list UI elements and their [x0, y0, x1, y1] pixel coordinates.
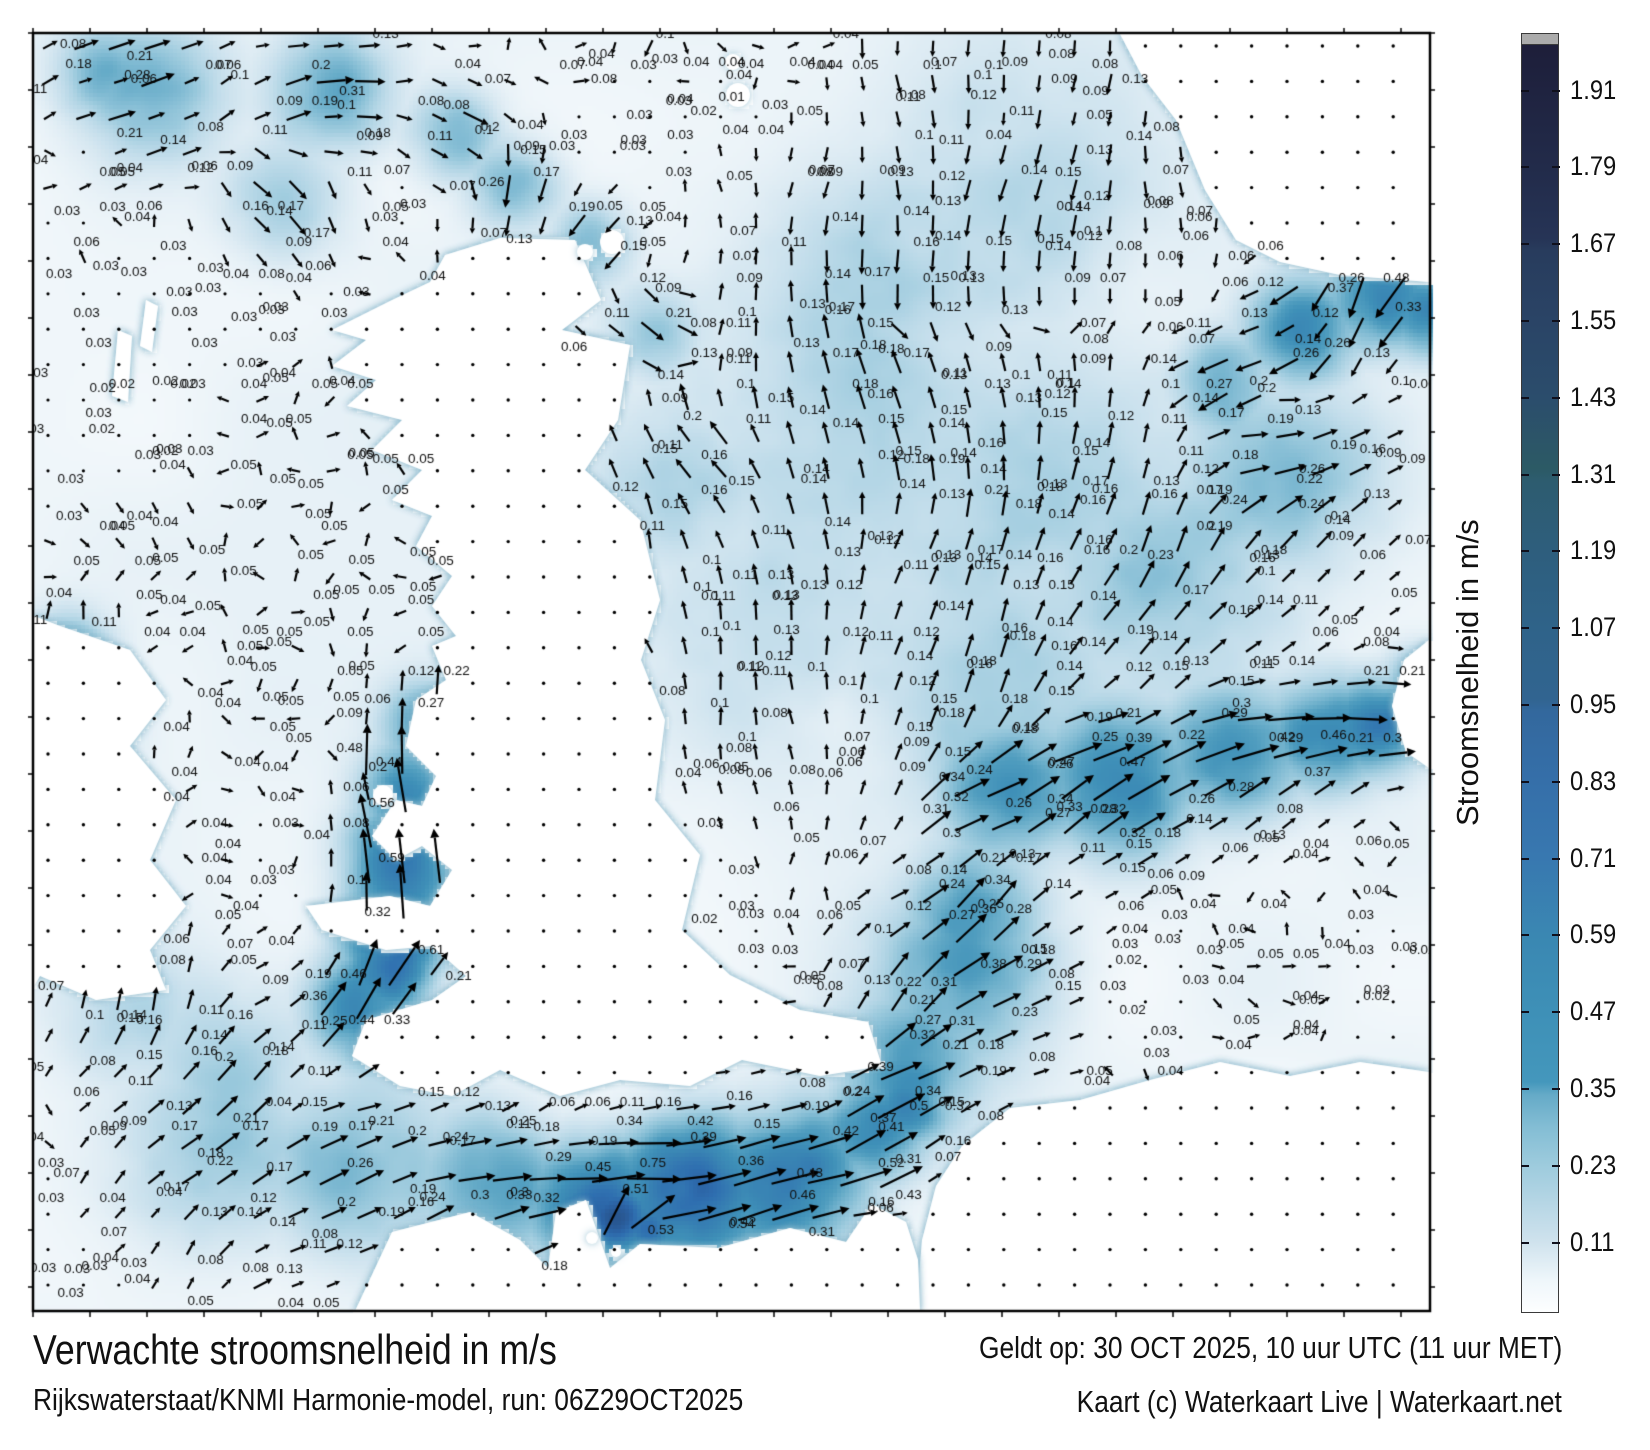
- colorbar-tick-label: 1.07: [1570, 612, 1617, 643]
- colorbar-tick-mark: [1552, 550, 1560, 553]
- colorbar-tick-mark: [1552, 473, 1560, 476]
- colorbar-tick-label: 1.43: [1570, 381, 1617, 412]
- colorbar-tick-label: 0.95: [1570, 689, 1617, 719]
- colorbar-tick-mark: [1521, 320, 1529, 322]
- colorbar-tick-label: 0.23: [1570, 1149, 1617, 1180]
- colorbar-tick-mark: [1521, 1011, 1529, 1014]
- colorbar-tick-label: 0.11: [1570, 1226, 1615, 1257]
- colorbar: [1521, 33, 1559, 1313]
- colorbar-tick-label: 1.55: [1570, 305, 1617, 335]
- colorbar-tick-mark: [1552, 1088, 1560, 1090]
- colorbar-tick-mark: [1521, 550, 1529, 553]
- colorbar-tick-mark: [1552, 166, 1560, 169]
- colorbar-tick-mark: [1521, 627, 1529, 630]
- colorbar-tick-label: 0.71: [1570, 842, 1617, 873]
- colorbar-tick-mark: [1552, 1164, 1560, 1167]
- colorbar-tick-label: 1.31: [1570, 458, 1617, 489]
- colorbar-tick-mark: [1521, 89, 1529, 92]
- colorbar-tick-label: 1.19: [1570, 535, 1617, 566]
- colorbar-tick-mark: [1552, 627, 1560, 630]
- map-title: Verwachte stroomsnelheid in m/s: [33, 1326, 557, 1373]
- colorbar-tick-label: 1.67: [1570, 228, 1617, 259]
- colorbar-tick-mark: [1521, 857, 1529, 860]
- colorbar-tick-mark: [1552, 89, 1560, 92]
- valid-time-caption: Geldt op: 30 OCT 2025, 10 uur UTC (11 uu…: [978, 1330, 1562, 1365]
- colorbar-tick-mark: [1521, 780, 1529, 783]
- colorbar-tick-label: 0.83: [1570, 765, 1617, 796]
- colorbar-overflow-cap: [1521, 33, 1559, 45]
- colorbar-tick-label: 0.59: [1570, 919, 1617, 950]
- colorbar-tick-label: 0.35: [1570, 1073, 1617, 1103]
- colorbar-tick-mark: [1552, 1241, 1560, 1244]
- colorbar-tick-mark: [1521, 1088, 1529, 1090]
- colorbar-tick-mark: [1552, 857, 1560, 860]
- colorbar-tick-mark: [1552, 1011, 1560, 1014]
- credit-caption: Kaart (c) Waterkaart Live | Waterkaart.n…: [1076, 1384, 1562, 1419]
- colorbar-tick-mark: [1521, 704, 1529, 706]
- colorbar-tick-label: 1.91: [1570, 74, 1617, 105]
- colorbar-tick-mark: [1552, 934, 1560, 937]
- colorbar-axis-label: Stroomsnelheid in m/s: [1450, 519, 1485, 827]
- colorbar-tick-mark: [1521, 166, 1529, 169]
- colorbar-tick-mark: [1521, 473, 1529, 476]
- colorbar-tick-mark: [1521, 243, 1529, 246]
- colorbar-tick-label: 1.79: [1570, 151, 1617, 182]
- model-run-caption: Rijkswaterstaat/KNMI Harmonie-model, run…: [33, 1382, 744, 1417]
- colorbar-tick-mark: [1521, 396, 1529, 399]
- colorbar-tick-mark: [1552, 780, 1560, 783]
- colorbar-tick-mark: [1552, 704, 1560, 706]
- colorbar-tick-mark: [1521, 1241, 1529, 1244]
- colorbar-tick-label: 0.47: [1570, 996, 1617, 1027]
- colorbar-tick-mark: [1521, 1164, 1529, 1167]
- colorbar-tick-mark: [1521, 934, 1529, 937]
- colorbar-tick-mark: [1552, 243, 1560, 246]
- colorbar-tick-mark: [1552, 320, 1560, 322]
- colorbar-tick-mark: [1552, 396, 1560, 399]
